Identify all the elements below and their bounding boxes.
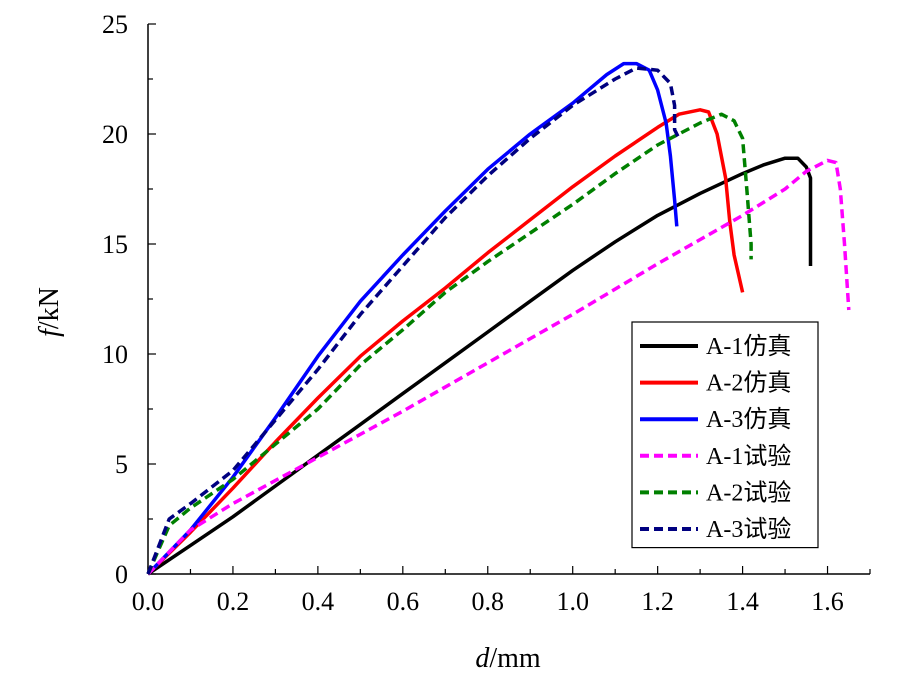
x-tick-label: 0.6 [387,587,420,616]
x-tick-label: 1.0 [556,587,589,616]
y-axis-label-var: f [34,326,65,337]
series-line-2 [146,108,745,576]
x-tick-label: 0.2 [217,587,250,616]
y-tick-label: 5 [115,450,128,479]
legend-label-3: A-3仿真 [706,406,791,433]
y-tick-label: 10 [102,340,128,369]
legend-label-4: A-1试验 [706,443,791,470]
legend-label-6: A-3试验 [706,516,791,543]
y-tick-label: 0 [115,560,128,589]
y-tick-label: 15 [102,230,128,259]
y-axis-label: f/kN [34,287,65,337]
series-layer [146,61,851,576]
x-tick-label: 0.0 [132,587,165,616]
x-axis-label: d/mm [475,643,541,674]
legend-label-5: A-2试验 [706,479,791,506]
legend-label-2: A-2仿真 [706,370,791,397]
x-axis-label-unit: /mm [489,643,541,674]
y-axis-label-unit: /kN [34,287,65,329]
series-line-4 [146,158,851,576]
x-tick-label: 0.4 [302,587,335,616]
x-tick-label: 1.4 [726,587,759,616]
x-tick-label: 1.6 [811,587,844,616]
legend-box [631,321,819,549]
series-line-5 [146,112,753,575]
x-tick-label: 1.2 [641,587,674,616]
legend: A-1仿真 A-2仿真 A-3仿真 A-1试验 A-2试验 A-3试验 [631,321,819,549]
y-tick-label: 25 [102,10,128,39]
plot-area: 0.0 0.2 0.4 0.6 0.8 1.0 1.2 1.4 1.6 0 5 10 15 20 25 [102,10,871,616]
y-tick-label: 20 [102,120,128,149]
series-line-3 [146,61,679,576]
legend-label-1: A-1仿真 [706,333,791,360]
x-tick-label: 0.8 [472,587,505,616]
x-axis-label-var: d [475,643,490,674]
